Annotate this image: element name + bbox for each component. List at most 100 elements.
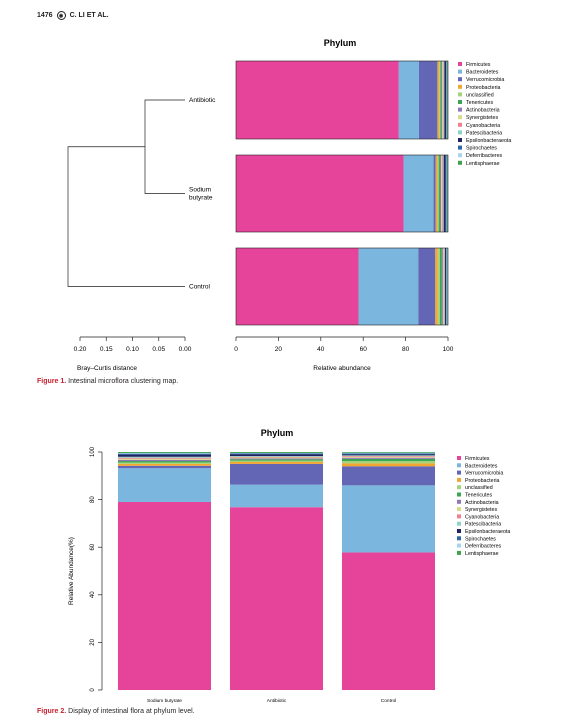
legend-swatch: [457, 514, 461, 519]
figure1-caption-text: Intestinal microflora clustering map.: [68, 378, 179, 385]
dendrogram-leaf-label: Antibiotic: [189, 97, 216, 104]
bar-segment: [118, 461, 211, 463]
bar-outline: [235, 60, 449, 140]
bar-segment: [230, 463, 323, 485]
bar-segment: [118, 463, 211, 466]
author-line: C. LI ET AL.: [69, 12, 109, 19]
legend-entry: Epsilonbacteraeota: [465, 529, 510, 535]
bar-segment: [118, 452, 211, 454]
dendrogram-tick-label: 0.05: [152, 346, 165, 353]
legend-entry: Deferribacteres: [466, 153, 503, 159]
legend-entry: Patescibacteria: [465, 522, 501, 528]
y-axis-label: Relative Abundance(%): [68, 537, 75, 605]
figure1-bars: [235, 60, 449, 326]
legend-entry: Firmicutes: [466, 62, 491, 68]
bar-segment: [342, 552, 435, 690]
legend-entry: Deferribacteres: [465, 544, 502, 550]
bar-segment: [442, 155, 444, 232]
legend-swatch: [458, 69, 462, 74]
bar-segment: [443, 248, 445, 325]
x-tick-label: 100: [443, 346, 454, 353]
bar-segment: [439, 248, 442, 325]
x-tick-label: 80: [402, 346, 410, 353]
bar-segment: [443, 61, 445, 139]
bar-segment: [118, 453, 211, 455]
bar-segment: [440, 61, 442, 139]
bar-segment: [118, 456, 211, 458]
bar-segment: [236, 61, 399, 139]
dendrogram-tick-label: 0.20: [74, 346, 87, 353]
legend-swatch: [457, 456, 461, 460]
legend-entry: Spirochaetes: [465, 536, 496, 542]
legend-entry: Verrucomicrobia: [465, 471, 503, 477]
legend-entry: Patescibacteria: [466, 130, 502, 136]
legend-entry: Actinobacteria: [466, 108, 500, 114]
bar-segment: [236, 248, 359, 325]
legend-entry: Actinobacteria: [465, 500, 499, 506]
legend-swatch: [457, 536, 461, 541]
bar-segment: [437, 61, 440, 139]
legend-entry: Bacteroidetes: [466, 70, 499, 76]
legend-entry: Spirochaetes: [466, 146, 497, 152]
dendrogram-branch: [67, 146, 185, 287]
legend-entry: Proteobacteria: [466, 85, 501, 91]
bar-segment: [446, 155, 448, 232]
bar-segment: [118, 462, 211, 464]
figure1-caption: Figure 1. Intestinal microflora clusteri…: [37, 378, 178, 385]
stacked-bar-0: Sodium butyrate: [118, 452, 211, 704]
figure2-chart: Phylum 0 20 40 60 80 100 Relative Abundance(%)…: [68, 428, 510, 704]
legend-swatch: [457, 521, 461, 526]
legend-swatch: [458, 92, 462, 97]
bar-segment: [118, 465, 211, 469]
x-category-label: Sodium butyrate: [147, 698, 182, 704]
dendrogram-axis-label: Bray–Curtis distance: [77, 365, 137, 372]
bar-segment: [230, 457, 323, 459]
page-number: 1476: [37, 12, 53, 19]
figure2-title: Phylum: [261, 428, 294, 438]
dendrogram-tick-label: 0.15: [100, 346, 113, 353]
bar-segment: [118, 458, 211, 460]
bar-segment: [230, 460, 323, 462]
x-category-label: Antibiotic: [267, 698, 287, 704]
dendrogram-tick-label: 0.10: [126, 346, 139, 353]
legend-swatch: [458, 107, 462, 112]
legend-entry: Epsilonbacteraeota: [466, 138, 511, 144]
bar-segment: [418, 61, 438, 139]
x-tick-label: 60: [360, 346, 368, 353]
legend-swatch: [458, 115, 462, 120]
bar-segment: [118, 459, 211, 462]
bar-group-1: [235, 154, 449, 233]
stacked-bar-1: Antibiotic: [230, 452, 323, 704]
figure2-caption-label: Figure 2.: [37, 708, 67, 715]
legend-swatch: [457, 550, 461, 555]
publisher-logo-icon: ◉: [56, 11, 66, 20]
bar-segment: [433, 155, 436, 232]
bar-segment: [342, 466, 435, 486]
stacked-bar-2: Control: [342, 452, 435, 704]
bar-segment: [444, 61, 447, 139]
figure2-y-axis: 0 20 40 60 80 100 Relative Abundance(%): [68, 446, 103, 692]
legend-swatch: [457, 463, 461, 468]
legend-entry: Tenericutes: [466, 100, 493, 106]
bar-segment: [441, 248, 443, 325]
legend-entry: Lentisphaerae: [466, 161, 500, 167]
bar-segment: [447, 248, 448, 325]
bar-segment: [342, 455, 435, 457]
bar-segment: [418, 248, 436, 325]
bar-segment: [118, 501, 211, 690]
running-header: 1476 ◉ C. LI ET AL.: [37, 11, 109, 20]
bar-segment: [342, 454, 435, 456]
y-tick-label: 0: [90, 688, 96, 692]
dendrogram: Antibiotic Sodium butyrate Control 0.20 0.15 0…: [67, 97, 216, 372]
legend-swatch: [458, 153, 462, 158]
bar-segment: [230, 456, 323, 457]
bar-segment: [441, 61, 443, 139]
bar-group-0: [235, 60, 449, 140]
figure2-bars: Sodium butyrate Antibiotic Control: [118, 452, 435, 704]
legend-entry: Firmicutes: [465, 456, 490, 462]
bar-segment: [118, 452, 211, 453]
bar-segment: [230, 461, 323, 464]
bar-segment: [236, 155, 404, 232]
legend-entry: unclassified: [465, 485, 493, 491]
